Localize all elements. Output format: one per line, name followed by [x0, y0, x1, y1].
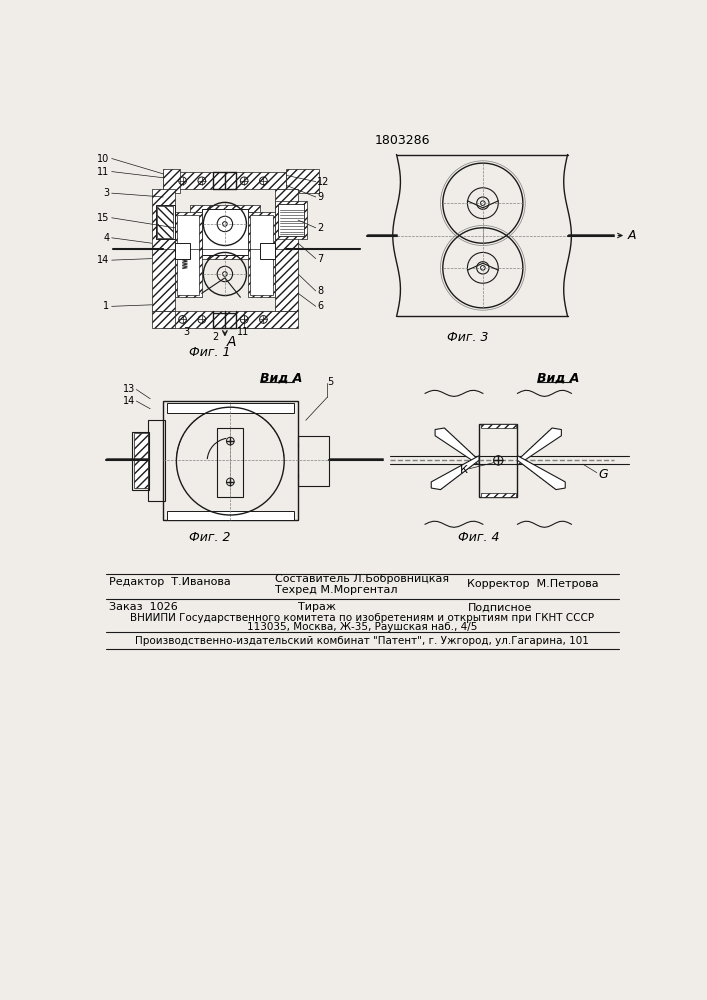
Bar	[148, 420, 165, 501]
Bar	[157, 206, 173, 238]
Bar	[167, 511, 294, 520]
Bar	[156, 205, 175, 239]
Bar	[250, 215, 273, 295]
Bar	[244, 311, 298, 328]
Text: 10: 10	[97, 153, 110, 163]
Text: A: A	[628, 229, 636, 242]
Polygon shape	[518, 428, 561, 465]
Bar	[152, 189, 175, 311]
Text: 3: 3	[183, 327, 189, 337]
Bar	[177, 215, 199, 295]
Text: G: G	[598, 468, 608, 481]
Text: 113035, Москва, Ж-35, Раушская наб., 4/5: 113035, Москва, Ж-35, Раушская наб., 4/5	[247, 622, 477, 632]
Text: 4: 4	[103, 233, 110, 243]
Text: ВНИИПИ Государственного комитета по изобретениям и открытиям при ГКНТ СССР: ВНИИПИ Государственного комитета по изоб…	[130, 613, 594, 623]
Text: Производственно-издательский комбинат "Патент", г. Ужгород, ул.Гагарина, 101: Производственно-издательский комбинат "П…	[135, 636, 589, 646]
Text: 14: 14	[122, 396, 135, 406]
Text: 3: 3	[103, 188, 110, 198]
Bar	[275, 201, 308, 239]
Text: 5: 5	[327, 377, 334, 387]
Circle shape	[223, 272, 227, 276]
Bar	[163, 172, 286, 189]
Bar	[190, 205, 259, 259]
Text: К: К	[460, 465, 467, 475]
Bar	[163, 311, 286, 328]
Text: Фиг. 2: Фиг. 2	[189, 531, 230, 544]
Text: 7: 7	[317, 254, 324, 264]
Text: 1: 1	[103, 301, 110, 311]
Bar	[175, 212, 201, 297]
Bar	[481, 493, 516, 497]
Bar	[163, 401, 298, 520]
Text: Корректор  М.Петрова: Корректор М.Петрова	[467, 579, 599, 589]
Text: Составитель Л.Бобровницкая: Составитель Л.Бобровницкая	[275, 574, 449, 584]
Text: 8: 8	[317, 286, 323, 296]
Bar	[167, 403, 294, 413]
Polygon shape	[518, 456, 565, 490]
Bar	[217, 428, 243, 497]
Circle shape	[481, 201, 485, 205]
Text: A: A	[227, 335, 237, 349]
Bar	[134, 433, 148, 488]
Text: Подписное: Подписное	[467, 602, 532, 612]
Polygon shape	[431, 456, 479, 490]
Circle shape	[481, 266, 485, 270]
Circle shape	[223, 222, 227, 226]
Text: Редактор  Т.Иванова: Редактор Т.Иванова	[110, 577, 231, 587]
Text: Фиг. 4: Фиг. 4	[458, 531, 500, 544]
Text: 2: 2	[212, 332, 218, 342]
Text: 2: 2	[317, 223, 324, 233]
Text: 13: 13	[122, 384, 135, 394]
Text: Тираж: Тираж	[298, 602, 336, 612]
Text: 9: 9	[317, 192, 323, 202]
Text: 6: 6	[317, 301, 323, 311]
Bar	[259, 243, 275, 259]
Bar	[286, 169, 319, 193]
Bar	[298, 436, 329, 486]
Bar	[163, 169, 180, 193]
Bar	[132, 432, 149, 490]
Text: Вид А: Вид А	[259, 371, 302, 384]
Text: 11: 11	[97, 167, 110, 177]
Text: 15: 15	[97, 213, 110, 223]
Text: Заказ  1026: Заказ 1026	[110, 602, 178, 612]
Bar	[175, 243, 190, 259]
Text: 12: 12	[317, 177, 329, 187]
Bar	[248, 212, 275, 297]
Text: Фиг. 3: Фиг. 3	[447, 331, 489, 344]
Bar	[479, 424, 518, 497]
Text: 1803286: 1803286	[375, 134, 431, 147]
Bar	[278, 204, 304, 236]
Bar	[198, 212, 252, 251]
Bar	[201, 209, 248, 255]
Bar	[275, 189, 298, 311]
Text: 14: 14	[97, 255, 110, 265]
Text: Вид А: Вид А	[537, 371, 579, 384]
Polygon shape	[435, 428, 479, 465]
Text: Техред М.Моргентал: Техред М.Моргентал	[275, 585, 397, 595]
Bar	[481, 424, 516, 428]
Text: Фиг. 1: Фиг. 1	[189, 346, 230, 359]
Text: 11: 11	[236, 327, 249, 337]
Bar	[152, 311, 175, 328]
